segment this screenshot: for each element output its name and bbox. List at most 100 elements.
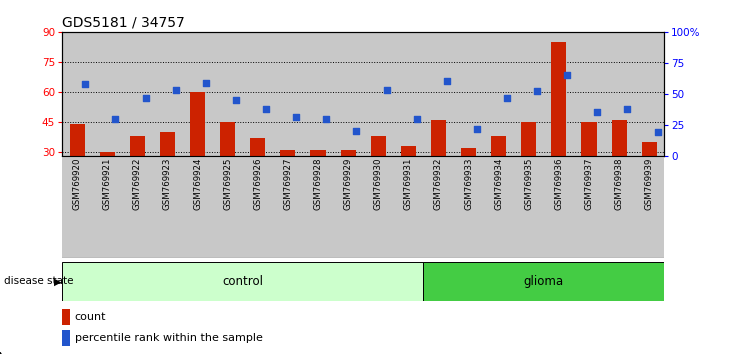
Text: GSM769928: GSM769928 (313, 158, 323, 210)
Bar (182, 32, 212, 156)
Bar (242, 32, 273, 156)
Point (230, 97, 242, 103)
Bar (250, 138, 265, 156)
Text: GSM769926: GSM769926 (253, 158, 262, 210)
Bar (62, 262, 423, 301)
Bar (393, 32, 423, 156)
Bar (310, 150, 326, 156)
Text: GSM769934: GSM769934 (494, 158, 503, 210)
Text: GSM769933: GSM769933 (464, 158, 473, 210)
Bar (423, 32, 453, 156)
Bar (333, 156, 364, 258)
Point (200, 80, 212, 85)
Bar (634, 156, 664, 258)
Bar (62, 32, 92, 156)
Text: GSM769925: GSM769925 (223, 158, 232, 210)
Bar (303, 156, 333, 258)
Bar (582, 122, 596, 156)
Text: GSM769937: GSM769937 (585, 158, 593, 210)
Bar (401, 146, 416, 156)
Point (501, 95, 512, 101)
Point (80, 81, 91, 87)
Bar (612, 120, 626, 156)
Bar (280, 150, 296, 156)
Bar (182, 156, 212, 258)
Point (291, 115, 302, 120)
Point (441, 79, 453, 84)
Text: GSM769927: GSM769927 (283, 158, 293, 210)
Bar (544, 156, 574, 258)
Text: GSM769921: GSM769921 (103, 158, 112, 210)
Bar (453, 156, 484, 258)
Bar (364, 156, 393, 258)
Bar (273, 156, 303, 258)
Bar (212, 156, 242, 258)
Bar (333, 32, 364, 156)
Bar (92, 32, 123, 156)
Bar (153, 32, 182, 156)
Bar (341, 150, 356, 156)
Bar (303, 32, 333, 156)
Point (531, 88, 543, 94)
Bar (634, 32, 664, 156)
Bar (190, 92, 205, 156)
Bar (423, 262, 664, 301)
Point (170, 87, 182, 93)
Text: disease state: disease state (4, 276, 73, 286)
Text: GSM769920: GSM769920 (72, 158, 82, 210)
Text: GSM769939: GSM769939 (645, 158, 654, 210)
Bar (514, 156, 544, 258)
Text: GSM769938: GSM769938 (615, 158, 623, 210)
Point (652, 129, 664, 135)
Text: GSM769923: GSM769923 (163, 158, 172, 210)
Text: GSM769935: GSM769935 (524, 158, 534, 210)
Point (621, 106, 633, 112)
Point (411, 116, 423, 121)
Bar (431, 120, 446, 156)
Bar (69, 124, 85, 156)
Bar (461, 148, 476, 156)
Point (591, 110, 603, 115)
Bar (153, 156, 182, 258)
Bar (123, 156, 153, 258)
Point (110, 116, 121, 121)
Point (139, 95, 151, 101)
Bar (453, 32, 484, 156)
Point (350, 128, 362, 134)
Bar (364, 32, 393, 156)
Text: glioma: glioma (524, 275, 564, 288)
Point (471, 126, 483, 131)
Bar (604, 32, 634, 156)
Text: GSM769922: GSM769922 (133, 158, 142, 210)
Bar (544, 32, 574, 156)
Bar (514, 32, 544, 156)
Bar (220, 122, 235, 156)
Text: GSM769930: GSM769930 (374, 158, 383, 210)
Bar (574, 32, 604, 156)
Bar (242, 156, 273, 258)
Bar (642, 142, 657, 156)
Bar (62, 330, 70, 346)
Bar (62, 156, 92, 258)
Text: GSM769924: GSM769924 (193, 158, 202, 210)
Bar (371, 136, 385, 156)
Bar (604, 156, 634, 258)
Bar (551, 42, 566, 156)
Bar (62, 309, 70, 325)
Text: GDS5181 / 34757: GDS5181 / 34757 (62, 15, 185, 29)
Bar (574, 156, 604, 258)
Text: GSM769931: GSM769931 (404, 158, 413, 210)
Text: count: count (75, 312, 107, 322)
Text: percentile rank within the sample: percentile rank within the sample (75, 333, 263, 343)
Point (561, 73, 573, 78)
Bar (273, 32, 303, 156)
Bar (491, 136, 506, 156)
Text: GSM769932: GSM769932 (434, 158, 443, 210)
Text: GSM769929: GSM769929 (344, 158, 353, 210)
Bar (393, 156, 423, 258)
Point (260, 106, 272, 112)
Point (320, 116, 332, 121)
Bar (484, 156, 514, 258)
Bar (484, 32, 514, 156)
Bar (212, 32, 242, 156)
